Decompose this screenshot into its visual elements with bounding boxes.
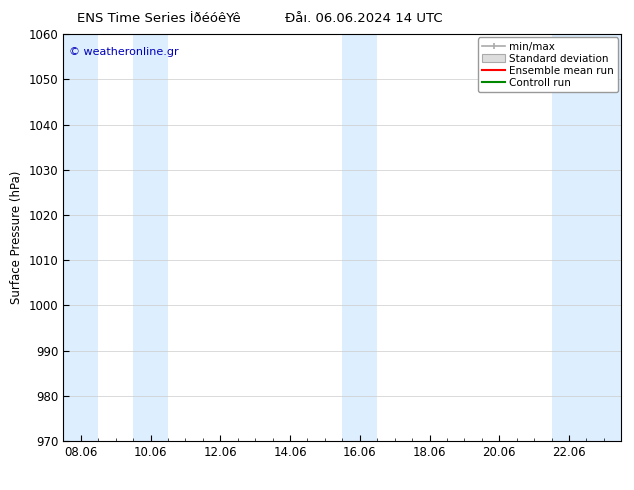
Text: ENS Time Series İðéóêYê: ENS Time Series İðéóêYê: [77, 12, 241, 25]
Bar: [133, 34, 168, 441]
Text: Ðåı. 06.06.2024 14 UTC: Ðåı. 06.06.2024 14 UTC: [285, 12, 443, 25]
Bar: [63, 34, 98, 441]
Bar: [552, 34, 621, 441]
Bar: [342, 34, 377, 441]
Legend: min/max, Standard deviation, Ensemble mean run, Controll run: min/max, Standard deviation, Ensemble me…: [478, 37, 618, 92]
Y-axis label: Surface Pressure (hPa): Surface Pressure (hPa): [10, 171, 23, 304]
Text: © weatheronline.gr: © weatheronline.gr: [69, 47, 179, 56]
